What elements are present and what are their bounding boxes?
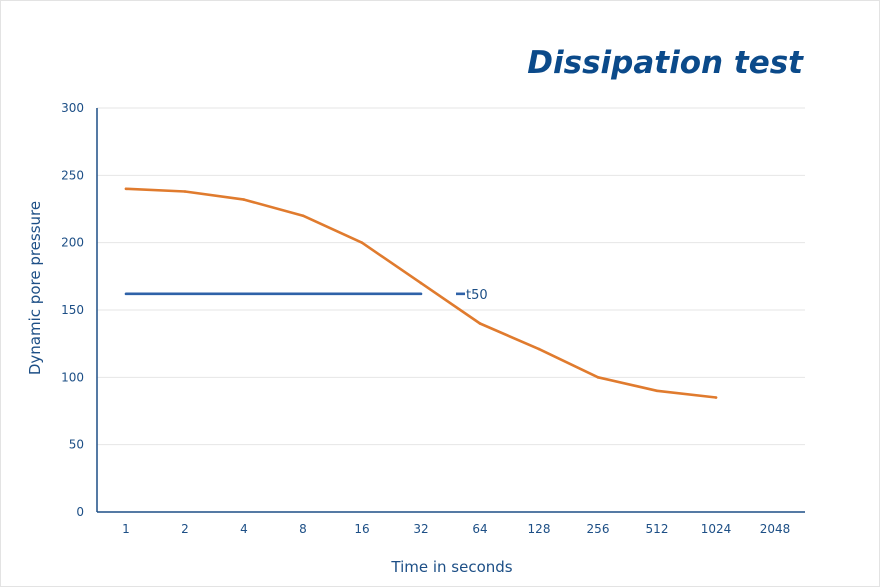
y-tick-label: 200 [61, 236, 84, 250]
data-point [360, 241, 364, 244]
data-point [183, 190, 187, 193]
y-tick-labels: 0 50 100 150 200 250 300 [61, 101, 84, 519]
t50-label: t50 [466, 288, 488, 303]
y-tick-label: 150 [61, 303, 84, 317]
data-point [124, 187, 128, 191]
x-tick-label: 2048 [760, 522, 791, 536]
data-point [714, 396, 718, 399]
gridlines [97, 107, 805, 446]
x-tick-label: 32 [413, 522, 428, 536]
x-tick-label: 256 [587, 522, 610, 536]
y-tick-label: 0 [76, 505, 84, 519]
x-tick-label: 1 [122, 522, 130, 536]
x-tick-label: 4 [240, 522, 248, 536]
y-tick-label: 300 [61, 101, 84, 115]
data-point [596, 376, 600, 379]
data-point [301, 214, 305, 218]
axes [96, 108, 805, 513]
x-axis-label: Time in seconds [390, 558, 512, 576]
y-tick-label: 250 [61, 168, 84, 182]
y-tick-label: 100 [61, 370, 84, 384]
x-tick-label: 64 [472, 522, 487, 536]
x-tick-label: 16 [354, 522, 369, 536]
annotation-layer: t50 [124, 288, 488, 303]
data-point [242, 198, 246, 201]
data-point [655, 389, 659, 393]
data-point [419, 281, 423, 285]
data-point [537, 347, 541, 351]
y-axis-label: Dynamic pore pressure [26, 201, 44, 375]
x-tick-label: 512 [646, 522, 669, 536]
series-layer [124, 187, 718, 399]
x-tick-label: 2 [181, 522, 189, 536]
x-tick-label: 1024 [701, 522, 732, 536]
data-point [478, 322, 482, 325]
y-tick-label: 50 [69, 438, 84, 452]
x-tick-label: 128 [528, 522, 551, 536]
x-tick-labels: 1 2 4 8 16 32 64 128 256 512 1024 2048 [122, 522, 790, 536]
chart-title: Dissipation test [527, 45, 804, 81]
x-tick-label: 8 [299, 522, 307, 536]
